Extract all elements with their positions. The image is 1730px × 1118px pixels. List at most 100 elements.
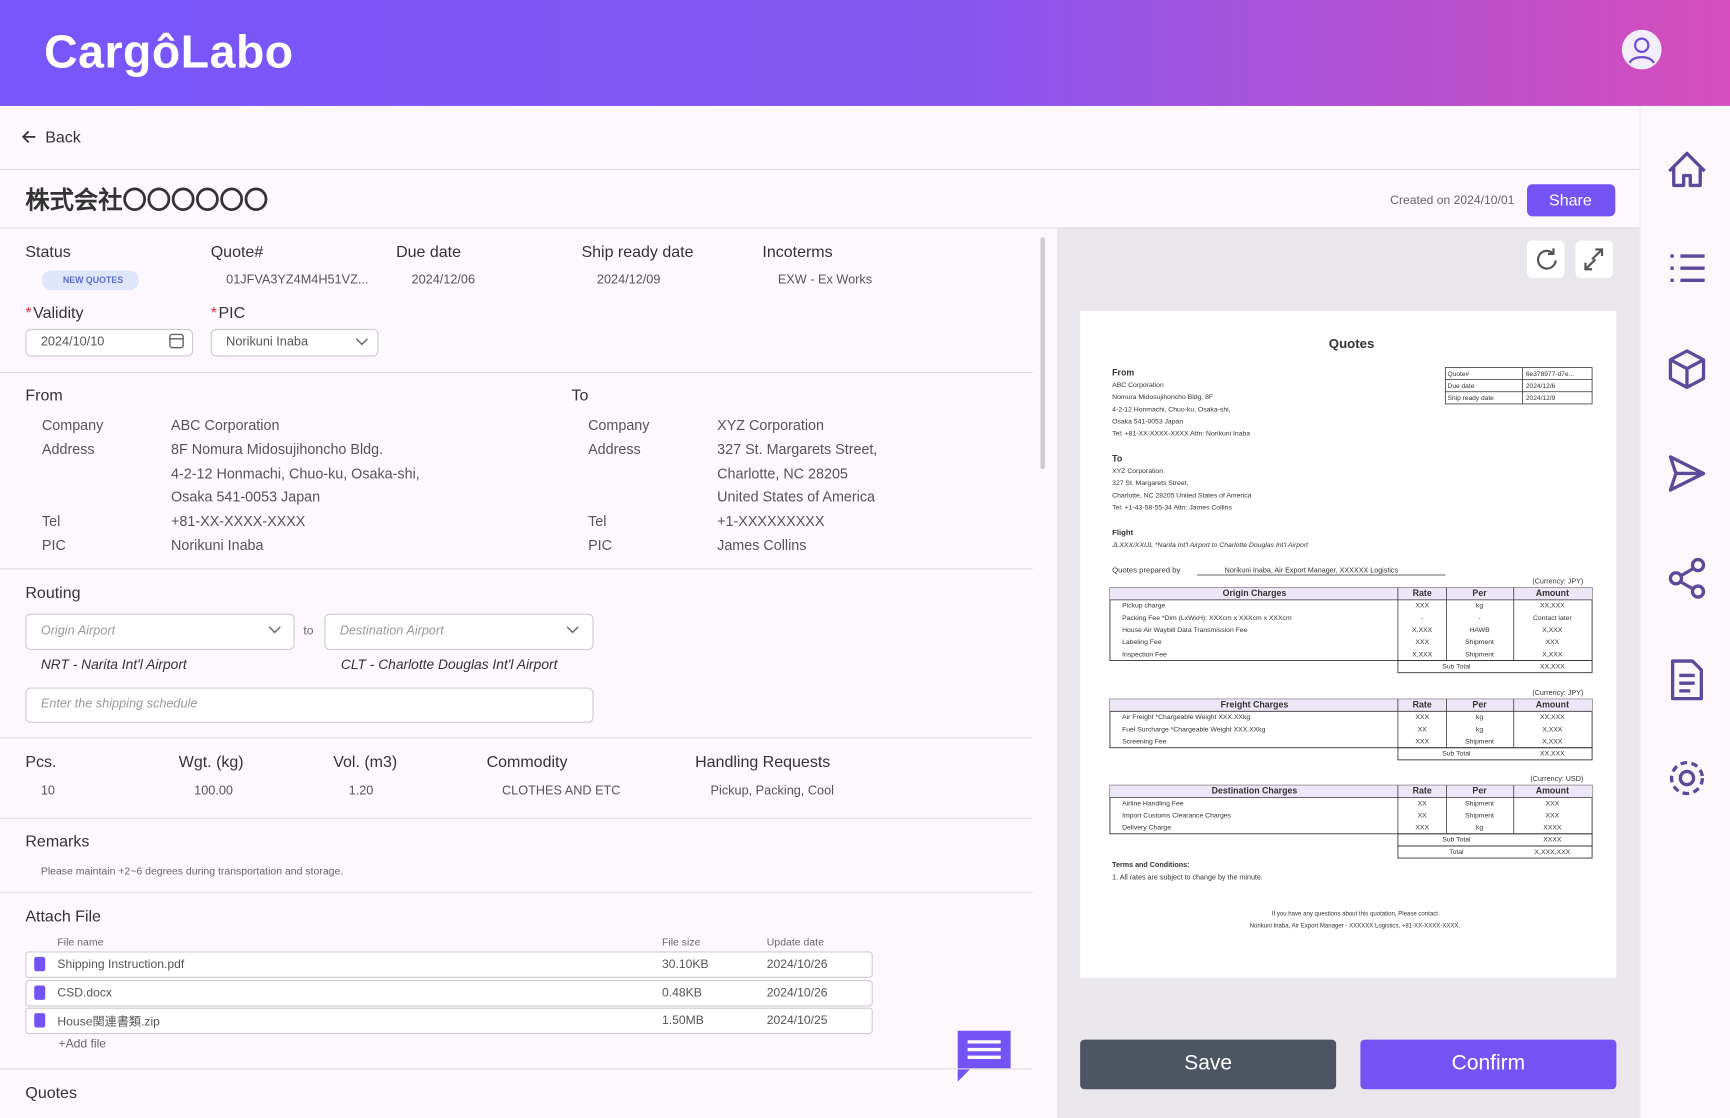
- settings-icon[interactable]: [1669, 760, 1705, 796]
- preview-text: Screening Fee: [1122, 738, 1167, 745]
- preview-text: X,XXX: [1542, 738, 1563, 745]
- section-title: Remarks: [25, 833, 90, 851]
- share-icon[interactable]: [1679, 566, 1695, 591]
- total-box: [1397, 845, 1593, 859]
- table-header: [1109, 785, 1593, 798]
- preview-text: XX: [1418, 812, 1428, 819]
- section-title: Routing: [25, 584, 81, 603]
- section-divider: [0, 568, 1033, 570]
- file-row[interactable]: [25, 951, 873, 978]
- section-title: Attach File: [25, 908, 101, 926]
- header: [0, 0, 1730, 106]
- field-label: Pcs.: [25, 753, 57, 772]
- preview-text: X,XXX: [1412, 651, 1433, 658]
- preview-text: Tel: +81-XX-XXXX-XXXX Attn: Norikuni Ina…: [1112, 431, 1250, 438]
- preview-text: Labeling Fee: [1122, 639, 1162, 646]
- preview-text: Nomura Midosujihoncho Bldg. 8F: [1112, 394, 1213, 401]
- preview-text: X,XXX: [1542, 726, 1563, 733]
- preview-text: XX: [1418, 726, 1428, 733]
- field-label: Commodity: [486, 753, 568, 772]
- field-value: 1.20: [348, 784, 374, 798]
- share-button[interactable]: [1526, 184, 1616, 217]
- schedule-input[interactable]: [25, 687, 594, 723]
- document-icon[interactable]: [1670, 659, 1703, 701]
- file-cell: 0.48KB: [661, 986, 702, 1000]
- send-icon[interactable]: [1668, 455, 1706, 492]
- section-divider: [0, 1068, 1033, 1070]
- preview-text: (Currency: USD): [1530, 775, 1583, 783]
- field-label: Incoterms: [762, 243, 833, 262]
- file-row[interactable]: [25, 1007, 873, 1035]
- back-arrow[interactable]: [22, 129, 37, 144]
- preview-text: X,XXX: [1412, 627, 1433, 634]
- confirm-button[interactable]: [1360, 1039, 1617, 1090]
- file-cell: 1.50MB: [661, 1014, 704, 1028]
- home-icon[interactable]: [1668, 151, 1706, 188]
- party-label: Company: [588, 416, 650, 434]
- field-value: 2024/12/06: [411, 273, 476, 287]
- back-link[interactable]: Back: [45, 129, 81, 147]
- share-label: Share: [1549, 192, 1592, 210]
- party-label: Tel: [41, 512, 61, 530]
- file-cell: House関連書類.zip: [57, 1015, 160, 1029]
- preview-text: Sub Total: [1442, 751, 1471, 758]
- origin-select[interactable]: [25, 613, 295, 651]
- preview-text: Shipment: [1465, 651, 1494, 658]
- table-header: [1109, 699, 1593, 712]
- preview-text: Origin Charges: [1223, 588, 1287, 598]
- add-file[interactable]: +Add file: [58, 1037, 107, 1051]
- preview-text: XXX: [1415, 825, 1429, 832]
- preview-text: (Currency: JPY): [1532, 578, 1583, 586]
- divider: [0, 227, 1640, 229]
- placeholder: Destination Airport: [339, 624, 444, 638]
- preview-text: kg: [1476, 603, 1483, 610]
- placeholder: Origin Airport: [40, 624, 116, 638]
- file-cell: 30.10KB: [661, 957, 709, 972]
- file-icon: [34, 985, 46, 1000]
- preview-text: House Air Waybill Data Transmission Fee: [1122, 627, 1248, 634]
- destination-select[interactable]: [324, 613, 594, 651]
- save-button[interactable]: [1080, 1039, 1337, 1090]
- preview-text: XX,XXX: [1540, 663, 1565, 670]
- file-row[interactable]: [25, 979, 873, 1006]
- preview-text: Pickup charge: [1122, 603, 1165, 610]
- field-label: Wgt. (kg): [178, 753, 244, 772]
- preview-text: Rate: [1413, 700, 1432, 710]
- preview-text: Shipment: [1465, 800, 1494, 807]
- preview-text: Rate: [1413, 786, 1432, 796]
- preview-text: To: [1112, 453, 1123, 463]
- preview-text: X,XXX: [1542, 651, 1563, 658]
- preview-text: Quotes prepared by: [1112, 566, 1180, 575]
- preview-text: 4-2-12 Honmachi, Chuo-ku, Osaka-shi,: [1112, 406, 1230, 413]
- party-value: Norikuni Inaba: [171, 536, 264, 554]
- preview-text: Due date: [1448, 383, 1475, 390]
- preview-text: Air Freight *Chargeable Weight XXX.XXkg: [1122, 714, 1250, 721]
- avatar[interactable]: [1621, 29, 1663, 71]
- pic-select[interactable]: [210, 328, 379, 357]
- list-icon[interactable]: [1670, 254, 1705, 282]
- preview-text: XXX: [1546, 639, 1560, 646]
- preview-text: kg: [1476, 714, 1483, 721]
- required-mark: *: [210, 304, 217, 323]
- file-cell: 2024/10/26: [766, 957, 828, 972]
- party-label: Tel: [588, 512, 607, 530]
- divider: [0, 168, 1640, 170]
- validity-input[interactable]: [25, 328, 194, 357]
- charges-table: [1109, 698, 1593, 749]
- preview-text: XX,XXX: [1540, 714, 1565, 721]
- preview-text: HAWB: [1469, 627, 1490, 634]
- preview-text: Norikuni Inaba, Air Export Manager, XXXX…: [1225, 566, 1399, 574]
- logo[interactable]: CargôLabo: [44, 25, 294, 78]
- preview-text: Amount: [1536, 700, 1569, 710]
- refresh-button[interactable]: [1526, 240, 1565, 279]
- field-label: Handling Requests: [695, 753, 831, 772]
- party-value: XYZ Corporation: [717, 416, 824, 434]
- file-icon: [34, 1013, 46, 1028]
- package-icon[interactable]: [1668, 349, 1706, 390]
- preview-text: -: [1478, 615, 1480, 622]
- sidebar-icons: [1668, 151, 1706, 796]
- preview-text: Terms and Conditions:: [1112, 861, 1189, 869]
- column-header: Update date: [766, 936, 824, 949]
